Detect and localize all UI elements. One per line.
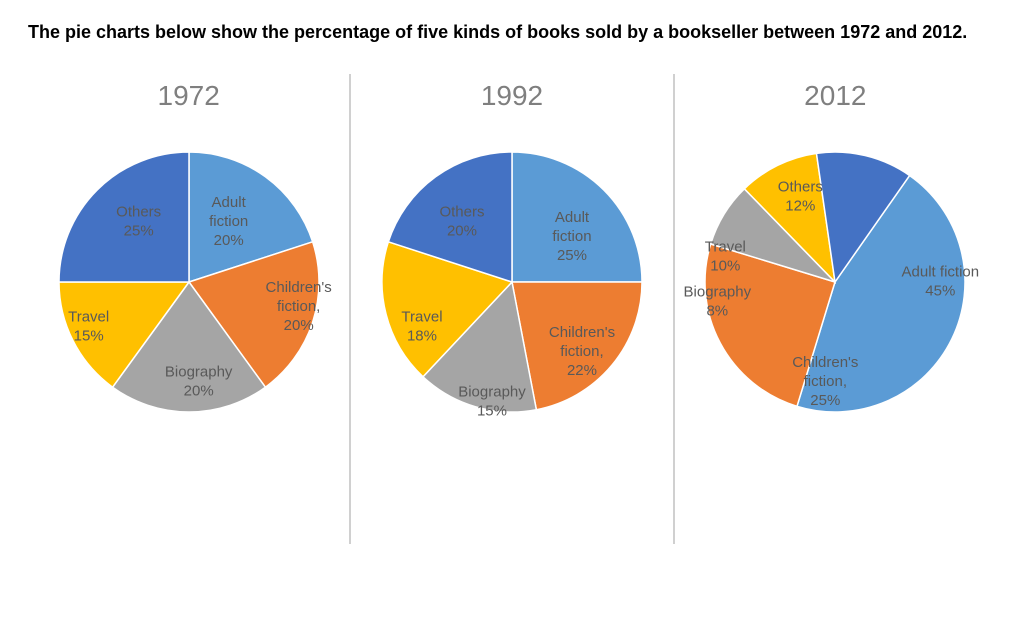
panel-2012: 2012 Adult fiction45%Children'sfiction,2… bbox=[675, 74, 996, 544]
pie-2012: Adult fiction45%Children'sfiction,25%Bio… bbox=[705, 152, 965, 412]
pie-1972: Adultfiction20%Children'sfiction,20%Biog… bbox=[59, 152, 319, 412]
slice-label: Others25% bbox=[116, 204, 161, 242]
year-label-2012: 2012 bbox=[804, 80, 866, 112]
pie-1992: Adultfiction25%Children'sfiction,22%Biog… bbox=[382, 152, 642, 412]
slice-label: Adult fiction45% bbox=[902, 264, 980, 302]
panel-1972: 1972 Adultfiction20%Children'sfiction,20… bbox=[28, 74, 349, 544]
slice-label: Others20% bbox=[439, 204, 484, 242]
slice-label: Travel15% bbox=[68, 309, 109, 347]
slice-label: Travel10% bbox=[705, 239, 746, 277]
slice-label: Children'sfiction,25% bbox=[792, 354, 858, 410]
charts-row: 1972 Adultfiction20%Children'sfiction,20… bbox=[28, 74, 996, 544]
year-label-1972: 1972 bbox=[158, 80, 220, 112]
slice-label: Travel18% bbox=[401, 309, 442, 347]
slice-label: Adultfiction20% bbox=[209, 194, 248, 250]
slice-label: Children'sfiction,22% bbox=[549, 324, 615, 380]
slice-label: Adultfiction25% bbox=[552, 209, 591, 265]
year-label-1992: 1992 bbox=[481, 80, 543, 112]
page-title: The pie charts below show the percentage… bbox=[28, 20, 996, 44]
slice-label: Biography20% bbox=[165, 364, 233, 402]
slice-label: Biography8% bbox=[684, 284, 752, 322]
slice-label: Children'sfiction,20% bbox=[266, 279, 332, 335]
slice-label: Others12% bbox=[778, 179, 823, 217]
panel-1992: 1992 Adultfiction25% Children'sfiction,22… bbox=[351, 74, 672, 544]
slice-label: Biography15% bbox=[458, 384, 526, 422]
